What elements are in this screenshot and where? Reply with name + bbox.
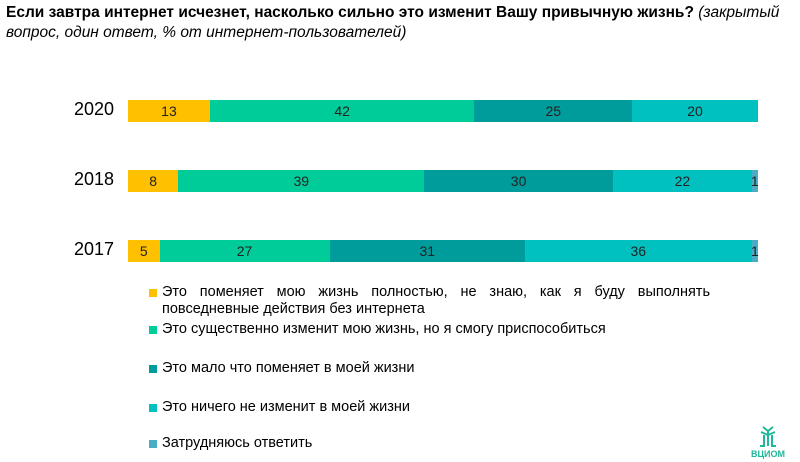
legend-label: Это поменяет мою жизнь полностью, не зна… [162,284,710,317]
legend-label: Это существенно изменит мою жизнь, но я … [162,321,606,337]
bar-segment: 31 [329,240,525,262]
legend-label: Это ничего не изменит в моей жизни [162,399,410,415]
legend-swatch [149,326,157,334]
bar-segment: 30 [424,170,614,192]
bar-segment: 22 [613,170,752,192]
bar-segment: 36 [524,240,752,262]
category-label: 2020 [74,99,115,119]
category-label: 2017 [74,239,115,259]
legend-label: Это мало что поменяет в моей жизни [162,360,415,376]
bar-segment: 13 [128,100,210,122]
legend-swatch [149,404,157,412]
bar-segment: 20 [631,100,758,122]
tree-icon [760,426,776,447]
legend-item: Это поменяет мою жизнь полностью, не зна… [149,284,710,318]
bar-segment: 25 [474,100,632,122]
legend-item: Затрудняюсь ответить [149,435,710,452]
bar-segment: 39 [178,170,425,192]
bar-row: 8 39 30 22 1 [128,170,759,192]
vciom-logo: ВЦИОМ [748,425,788,459]
bar-segment: 1 [751,240,759,262]
legend-item: Это мало что поменяет в моей жизни [149,360,710,377]
bar-row: 13 42 25 20 [128,100,758,122]
category-label: 2018 [74,169,115,189]
bar-segment: 1 [751,170,759,192]
legend-item: Это существенно изменит мою жизнь, но я … [149,321,710,338]
legend-item: Это ничего не изменит в моей жизни [149,399,710,416]
legend-swatch [149,289,157,297]
title-note: (закрытый вопрос, один ответ, % от интер… [6,4,780,41]
logo-text: ВЦИОМ [750,449,786,459]
bar-segment: 5 [128,240,160,262]
bar-row: 5 27 31 36 1 [128,240,759,262]
bar-segment: 27 [159,240,330,262]
title-main: Если завтра интернет исчезнет, насколько… [6,4,694,21]
bar-segment: 8 [128,170,179,192]
chart-title: Если завтра интернет исчезнет, насколько… [6,3,796,43]
legend-swatch [149,440,157,448]
bar-segment: 42 [209,100,475,122]
legend-label: Затрудняюсь ответить [162,435,313,451]
legend-swatch [149,365,157,373]
